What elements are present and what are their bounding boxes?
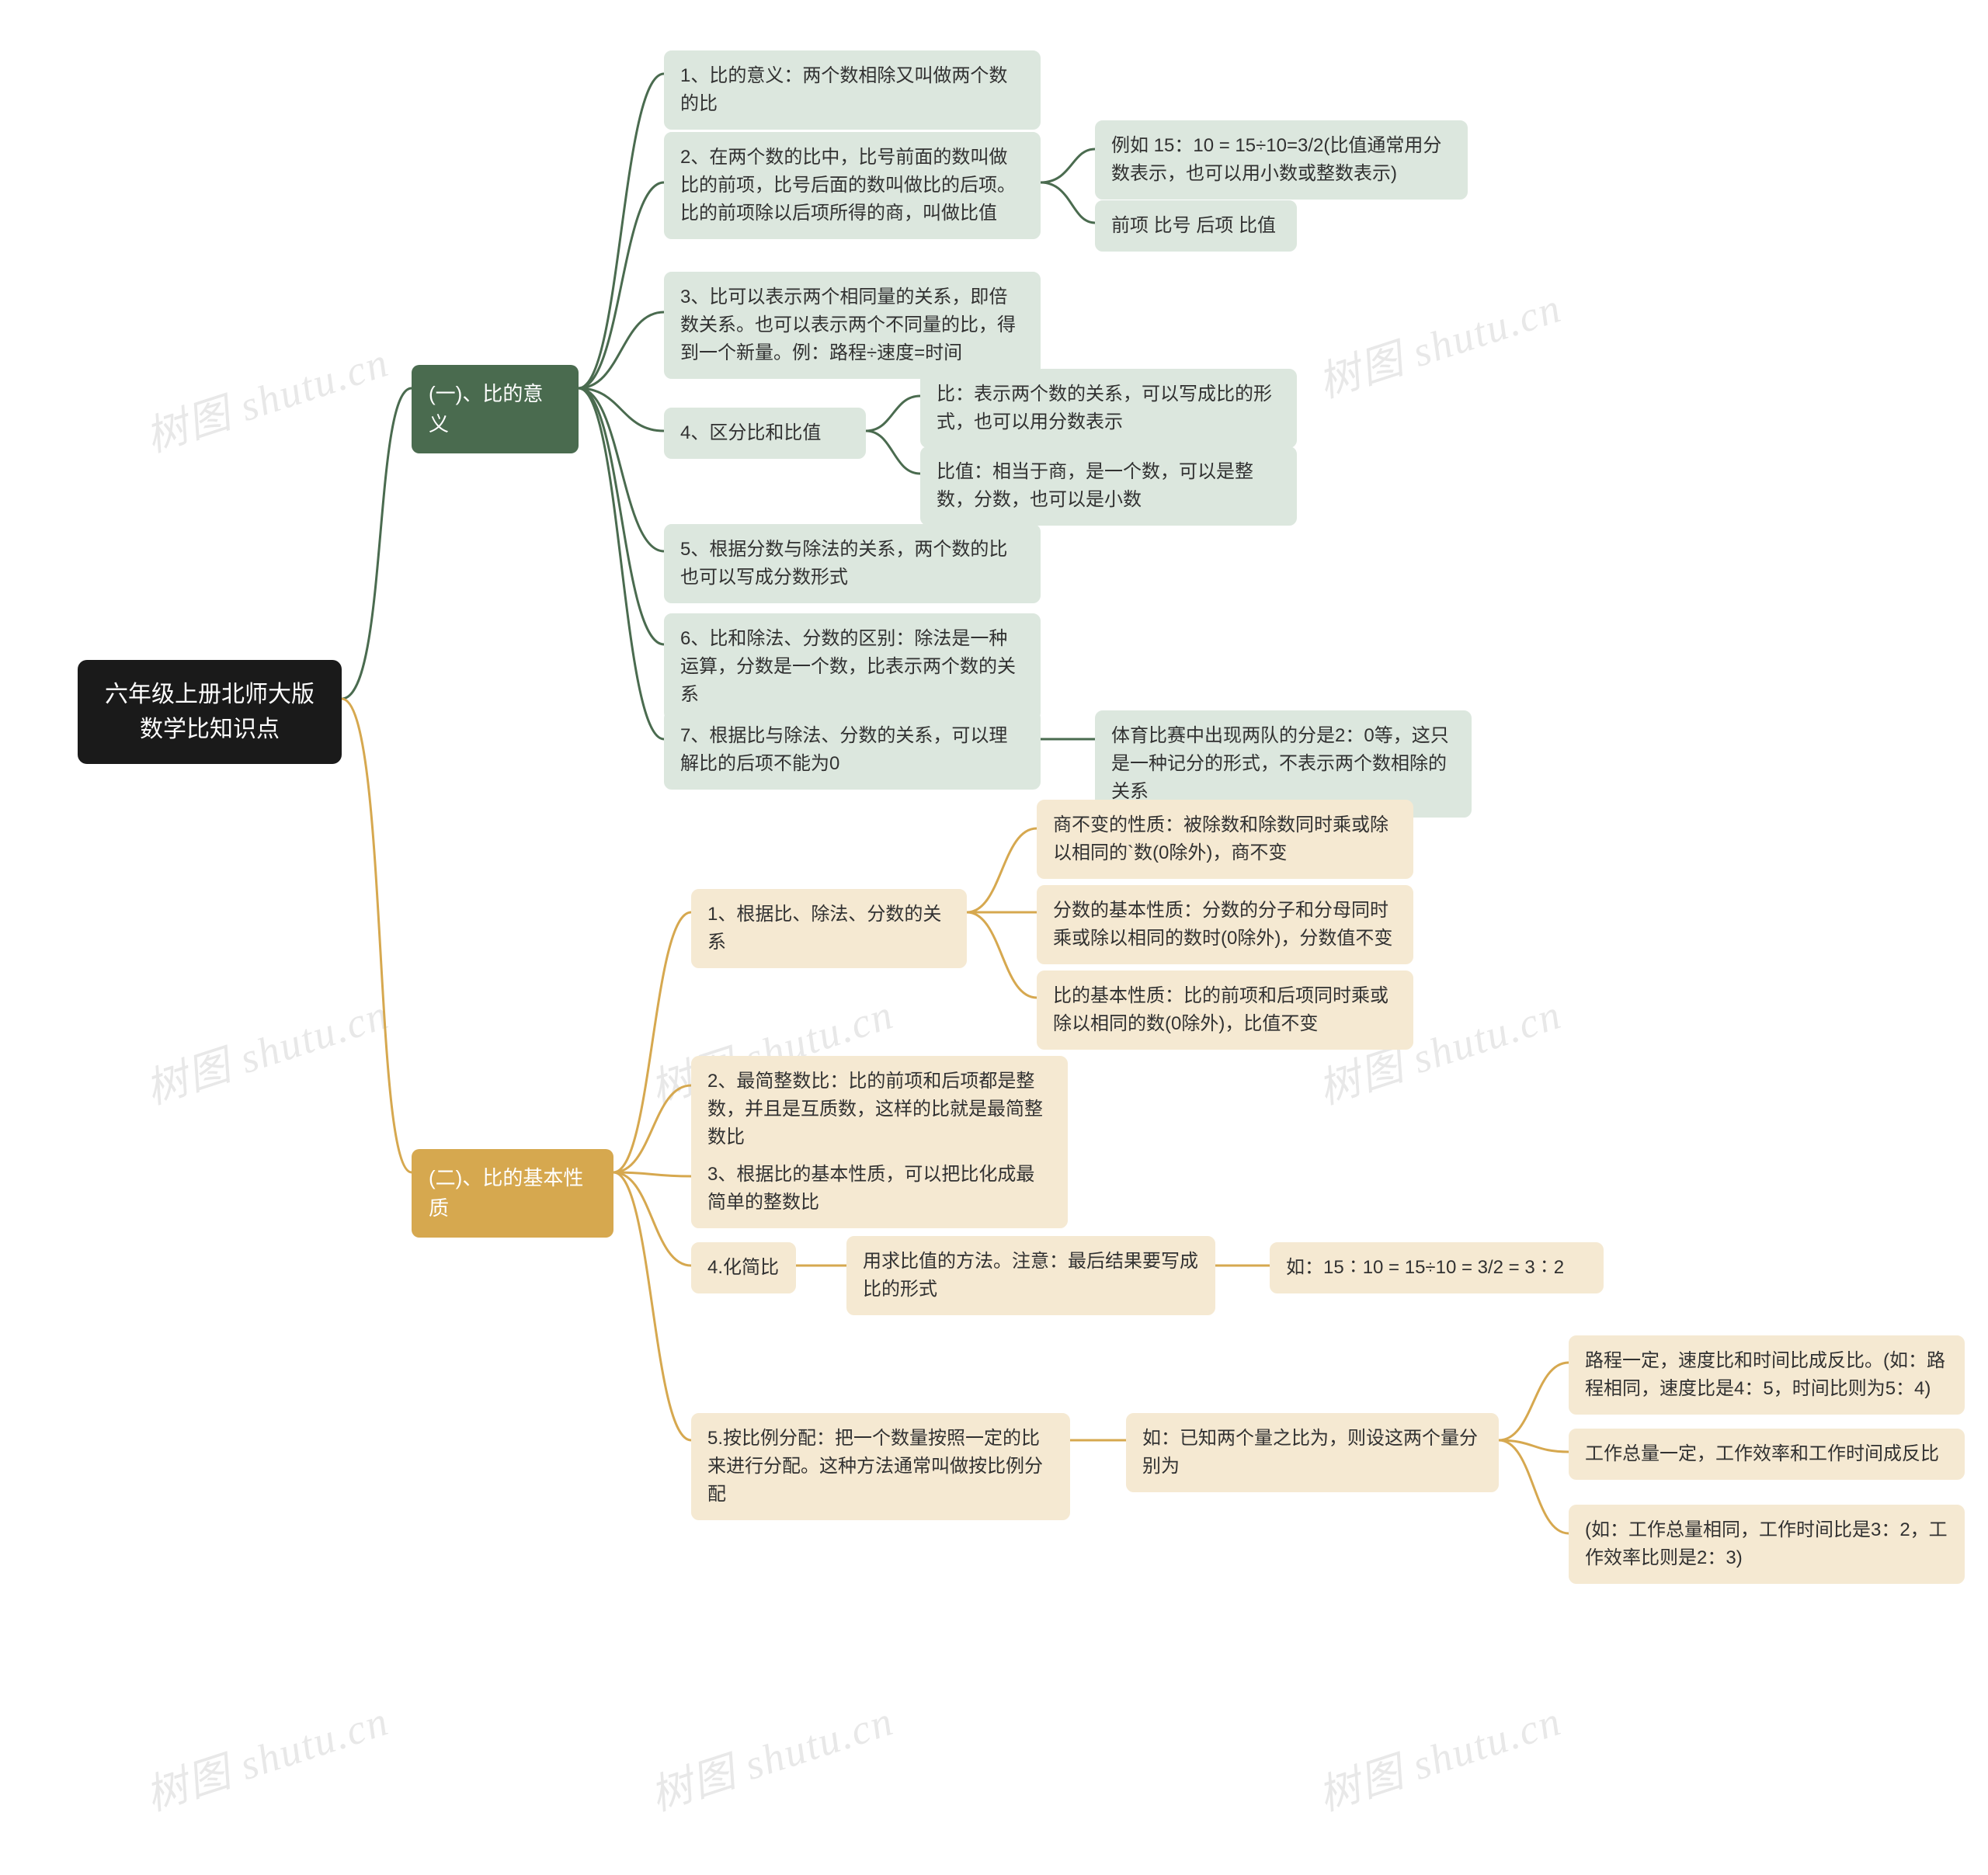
leaf-node: 3、比可以表示两个相同量的关系，即倍数关系。也可以表示两个不同量的比，得到一个新…: [664, 272, 1041, 379]
leaf-node: 2、在两个数的比中，比号前面的数叫做比的前项，比号后面的数叫做比的后项。比的前项…: [664, 132, 1041, 239]
leaf-label: 5.按比例分配：把一个数量按照一定的比来进行分配。这种方法通常叫做按比例分配: [707, 1428, 1043, 1505]
leaf-label: 如：15∶10 = 15÷10 = 3/2 = 3∶2: [1286, 1257, 1564, 1278]
leaf-node: 比值：相当于商，是一个数，可以是整数，分数，也可以是小数: [920, 446, 1297, 526]
leaf-label: 5、根据分数与除法的关系，两个数的比也可以写成分数形式: [680, 539, 1007, 588]
leaf-label: (如：工作总量相同，工作时间比是3：2，工作效率比则是2：3): [1585, 1519, 1948, 1568]
leaf-node: 5、根据分数与除法的关系，两个数的比也可以写成分数形式: [664, 524, 1041, 603]
leaf-label: 体育比赛中出现两队的分是2：0等，这只是一种记分的形式，不表示两个数相除的关系: [1111, 725, 1449, 802]
watermark: 树图 shutu.cn: [1309, 273, 1569, 410]
leaf-label: 7、根据比与除法、分数的关系，可以理解比的后项不能为0: [680, 725, 1007, 774]
leaf-label: 2、在两个数的比中，比号前面的数叫做比的前项，比号后面的数叫做比的后项。比的前项…: [680, 147, 1016, 224]
leaf-node: 工作总量一定，工作效率和工作时间成反比: [1569, 1429, 1965, 1480]
leaf-node: 比：表示两个数的关系，可以写成比的形式，也可以用分数表示: [920, 369, 1297, 448]
leaf-node: 7、根据比与除法、分数的关系，可以理解比的后项不能为0: [664, 710, 1041, 790]
leaf-node: 2、最简整数比：比的前项和后项都是整数，并且是互质数，这样的比就是最简整数比: [691, 1056, 1068, 1163]
leaf-label: 1、根据比、除法、分数的关系: [707, 904, 941, 953]
leaf-label: 比值：相当于商，是一个数，可以是整数，分数，也可以是小数: [937, 461, 1253, 510]
leaf-label: 2、最简整数比：比的前项和后项都是整数，并且是互质数，这样的比就是最简整数比: [707, 1071, 1043, 1148]
leaf-node: 3、根据比的基本性质，可以把比化成最简单的整数比: [691, 1149, 1068, 1228]
leaf-node: 如：已知两个量之比为，则设这两个量分别为: [1126, 1413, 1499, 1492]
leaf-node: 分数的基本性质：分数的分子和分母同时乘或除以相同的数时(0除外)，分数值不变: [1037, 885, 1413, 964]
leaf-label: 分数的基本性质：分数的分子和分母同时乘或除以相同的数时(0除外)，分数值不变: [1053, 900, 1392, 949]
leaf-node: 1、比的意义：两个数相除又叫做两个数的比: [664, 50, 1041, 130]
leaf-node: 商不变的性质：被除数和除数同时乘或除以相同的`数(0除外)，商不变: [1037, 800, 1413, 879]
leaf-label: 3、比可以表示两个相同量的关系，即倍数关系。也可以表示两个不同量的比，得到一个新…: [680, 286, 1016, 363]
branch-b-label: (二)、比的基本性质: [429, 1166, 583, 1220]
leaf-label: 4.化简比: [707, 1257, 779, 1278]
watermark: 树图 shutu.cn: [1309, 1686, 1569, 1823]
leaf-node: 6、比和除法、分数的区别：除法是一种运算，分数是一个数，比表示两个数的关系: [664, 613, 1041, 720]
leaf-label: 比：表示两个数的关系，可以写成比的形式，也可以用分数表示: [937, 384, 1272, 432]
leaf-label: 1、比的意义：两个数相除又叫做两个数的比: [680, 65, 1007, 114]
leaf-label: 用求比值的方法。注意：最后结果要写成比的形式: [863, 1251, 1198, 1300]
leaf-node: 路程一定，速度比和时间比成反比。(如：路程相同，速度比是4：5，时间比则为5：4…: [1569, 1335, 1965, 1415]
branch-node-a: (一)、比的意义: [412, 365, 579, 453]
leaf-label: 3、根据比的基本性质，可以把比化成最简单的整数比: [707, 1164, 1034, 1213]
leaf-node: 1、根据比、除法、分数的关系: [691, 889, 967, 968]
leaf-node: 用求比值的方法。注意：最后结果要写成比的形式: [846, 1236, 1215, 1315]
branch-node-b: (二)、比的基本性质: [412, 1149, 613, 1238]
leaf-label: 商不变的性质：被除数和除数同时乘或除以相同的`数(0除外)，商不变: [1053, 814, 1388, 863]
leaf-label: 工作总量一定，工作效率和工作时间成反比: [1585, 1443, 1939, 1464]
leaf-label: 比的基本性质：比的前项和后项同时乘或除以相同的数(0除外)，比值不变: [1053, 985, 1388, 1034]
leaf-node: 5.按比例分配：把一个数量按照一定的比来进行分配。这种方法通常叫做按比例分配: [691, 1413, 1070, 1520]
watermark: 树图 shutu.cn: [137, 1686, 396, 1823]
leaf-label: 前项 比号 后项 比值: [1111, 215, 1276, 236]
leaf-node: 比的基本性质：比的前项和后项同时乘或除以相同的数(0除外)，比值不变: [1037, 970, 1413, 1050]
leaf-node: 如：15∶10 = 15÷10 = 3/2 = 3∶2: [1270, 1242, 1604, 1293]
leaf-node: 4、区分比和比值: [664, 408, 866, 459]
watermark: 树图 shutu.cn: [641, 1686, 901, 1823]
leaf-label: 6、比和除法、分数的区别：除法是一种运算，分数是一个数，比表示两个数的关系: [680, 628, 1016, 705]
leaf-label: 4、区分比和比值: [680, 422, 821, 443]
leaf-label: 如：已知两个量之比为，则设这两个量分别为: [1142, 1428, 1478, 1477]
leaf-node: 前项 比号 后项 比值: [1095, 200, 1297, 252]
leaf-label: 例如 15：10 = 15÷10=3/2(比值通常用分数表示，也可以用小数或整数…: [1111, 135, 1441, 184]
root-label: 六年级上册北师大版数学比知识点: [105, 682, 315, 742]
watermark: 树图 shutu.cn: [137, 980, 396, 1116]
leaf-node: 例如 15：10 = 15÷10=3/2(比值通常用分数表示，也可以用小数或整数…: [1095, 120, 1468, 200]
branch-a-label: (一)、比的意义: [429, 382, 543, 436]
watermark: 树图 shutu.cn: [137, 328, 396, 464]
leaf-node: (如：工作总量相同，工作时间比是3：2，工作效率比则是2：3): [1569, 1505, 1965, 1584]
leaf-label: 路程一定，速度比和时间比成反比。(如：路程相同，速度比是4：5，时间比则为5：4…: [1585, 1350, 1945, 1399]
leaf-node: 4.化简比: [691, 1242, 796, 1293]
root-node: 六年级上册北师大版数学比知识点: [78, 660, 342, 764]
